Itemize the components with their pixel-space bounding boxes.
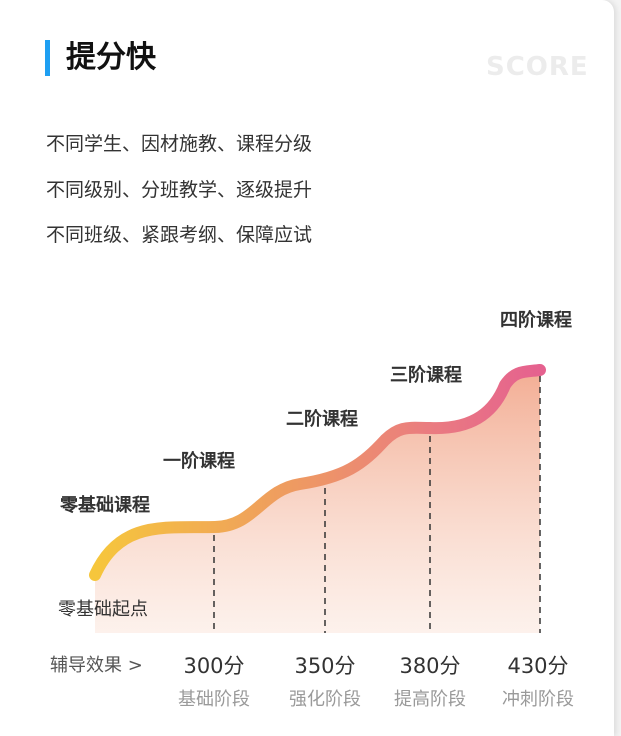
stage-label-zero: 零基础课程 <box>60 495 150 516</box>
phase-basic: 基础阶段 <box>178 689 250 710</box>
description-line-2: 不同级别、分班教学、逐级提升 <box>46 179 313 201</box>
score-300: 300分 <box>183 654 245 678</box>
stage-label-2: 二阶课程 <box>286 409 358 430</box>
progress-area <box>95 370 540 633</box>
phase-advanced: 提高阶段 <box>394 689 466 710</box>
progress-curve <box>89 364 546 581</box>
effect-label: 辅导效果 > <box>50 655 143 676</box>
title-accent-bar <box>45 40 50 76</box>
phase-intensive: 强化阶段 <box>289 689 361 710</box>
description-line-1: 不同学生、因材施教、课程分级 <box>46 133 313 155</box>
score-380: 380分 <box>399 654 461 678</box>
phase-sprint: 冲刺阶段 <box>502 689 574 710</box>
score-watermark: SCORE <box>486 52 589 82</box>
stage-label-4: 四阶课程 <box>500 310 572 331</box>
score-430: 430分 <box>507 654 569 678</box>
score-350: 350分 <box>294 654 356 678</box>
stage-label-1: 一阶课程 <box>163 451 235 472</box>
section-title: 提分快 <box>66 40 156 75</box>
start-point-label: 零基础起点 <box>58 599 148 620</box>
stage-label-3: 三阶课程 <box>390 365 462 386</box>
description-line-3: 不同班级、紧跟考纲、保障应试 <box>46 224 313 246</box>
